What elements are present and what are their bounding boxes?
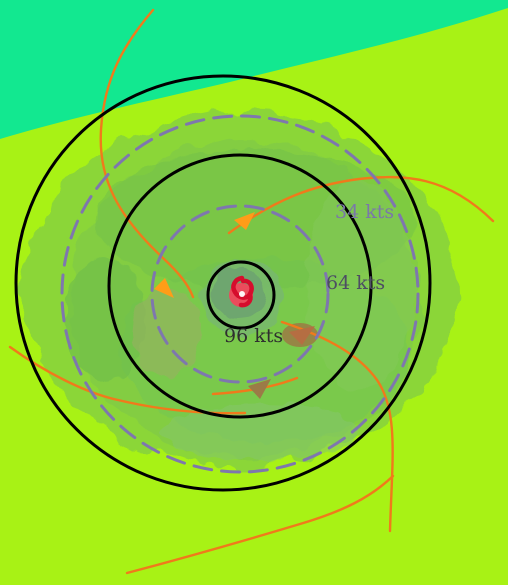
label-34-kts: 34 kts: [335, 201, 394, 223]
inner-dashed-ring: [150, 204, 330, 384]
dashed-forecast-circles: [60, 114, 420, 474]
water-area: [0, 0, 508, 139]
arrow-north: [234, 212, 255, 230]
radius-64-kts: [107, 153, 373, 419]
radius-34-kts: [14, 74, 432, 492]
label-96-kts: 96 kts: [224, 325, 283, 347]
arrow-west: [154, 278, 174, 298]
storm-eye: [239, 291, 245, 297]
wind-radius-rings: [14, 74, 432, 492]
label-64-kts: 64 kts: [326, 272, 385, 294]
hurricane-center: [229, 275, 254, 308]
arrow-south: [248, 379, 271, 399]
radius-96-kts: [206, 260, 276, 330]
track-line-east: [227, 175, 495, 235]
arrow-east: [289, 326, 315, 345]
track-arrows: [154, 212, 315, 399]
track-line-south: [125, 474, 395, 575]
red-hurricane-icon: [231, 275, 254, 308]
outer-dashed-ring: [60, 114, 420, 474]
